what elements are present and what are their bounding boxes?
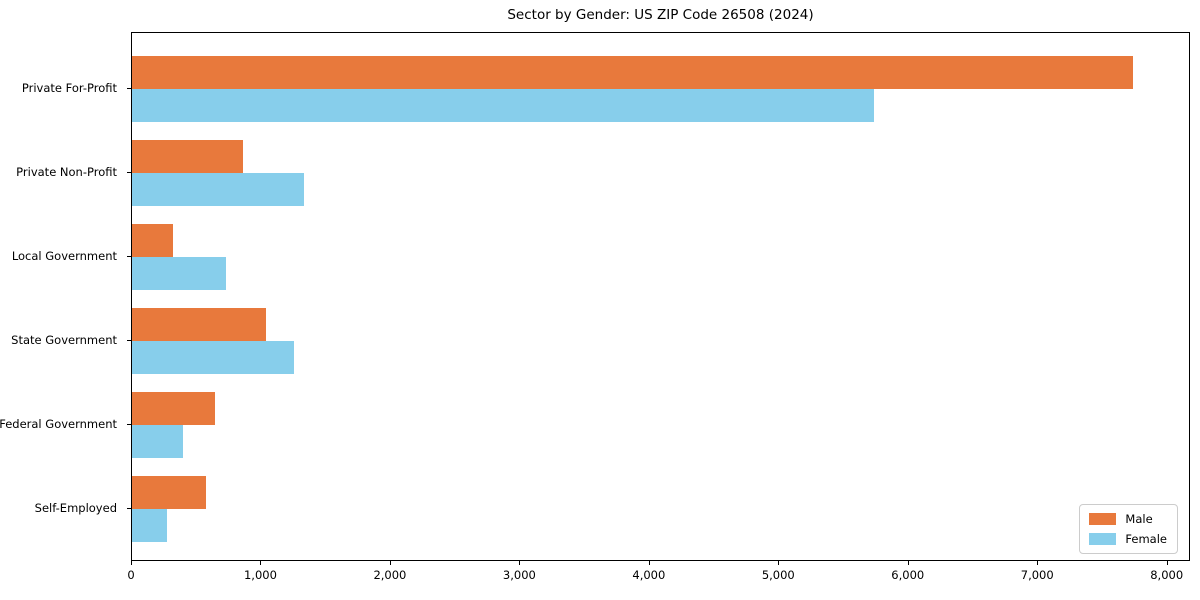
bar-female-2 [132,173,304,206]
legend: Male Female [1079,504,1178,554]
legend-label-female: Female [1125,532,1167,546]
bar-male-4 [132,308,267,341]
y-axis-tick [127,424,131,425]
x-axis-label: 2,000 [373,568,407,582]
x-axis-label: 7,000 [1020,568,1054,582]
legend-label-male: Male [1125,512,1153,526]
x-axis-tick [907,561,909,565]
y-axis-label: Private For-Profit [21,81,117,95]
legend-swatch-male [1089,513,1117,525]
y-axis-label: State Government [11,333,117,347]
x-axis-label: 6,000 [891,568,925,582]
y-axis-tick [127,88,131,89]
chart-title: Sector by Gender: US ZIP Code 26508 (202… [507,7,814,23]
bar-male-1 [132,56,1134,89]
x-axis-label: 8,000 [1150,568,1184,582]
x-axis-label: 0 [127,568,135,582]
x-axis-tick [778,561,780,565]
bar-female-1 [132,89,874,122]
x-axis-label: 1,000 [243,568,277,582]
y-axis-tick [127,508,131,509]
x-axis-label: 4,000 [632,568,666,582]
legend-entry-female: Female [1089,532,1167,546]
y-axis-tick [127,340,131,341]
x-axis-tick [389,561,391,565]
bar-female-3 [132,257,227,290]
bar-female-5 [132,425,184,458]
bar-female-4 [132,341,294,374]
bars-container [132,47,1189,551]
x-axis-tick [519,561,521,565]
x-axis-tick [260,561,262,565]
y-axis-label: Local Government [11,249,117,263]
y-axis-label: Federal Government [0,417,117,431]
bar-male-6 [132,476,206,509]
bar-male-2 [132,140,244,173]
x-axis-tick [648,561,650,565]
category-row [132,299,1189,383]
y-axis-label: Self-Employed [34,501,117,515]
x-axis-tick [131,561,132,565]
category-row [132,47,1189,131]
y-axis-label: Private Non-Profit [16,165,117,179]
bar-male-3 [132,224,174,257]
category-row [132,215,1189,299]
legend-entry-male: Male [1089,512,1167,526]
legend-swatch-female [1089,533,1117,545]
category-row [132,383,1189,467]
bar-male-5 [132,392,215,425]
y-axis-tick [127,172,131,173]
x-axis-tick [1166,561,1168,565]
category-row [132,131,1189,215]
x-axis-label: 5,000 [761,568,795,582]
x-axis-label: 3,000 [502,568,536,582]
plot-area: Male Female [131,32,1190,561]
x-axis-tick [1037,561,1039,565]
y-axis-tick [127,256,131,257]
category-row [132,467,1189,551]
bar-female-6 [132,509,167,542]
